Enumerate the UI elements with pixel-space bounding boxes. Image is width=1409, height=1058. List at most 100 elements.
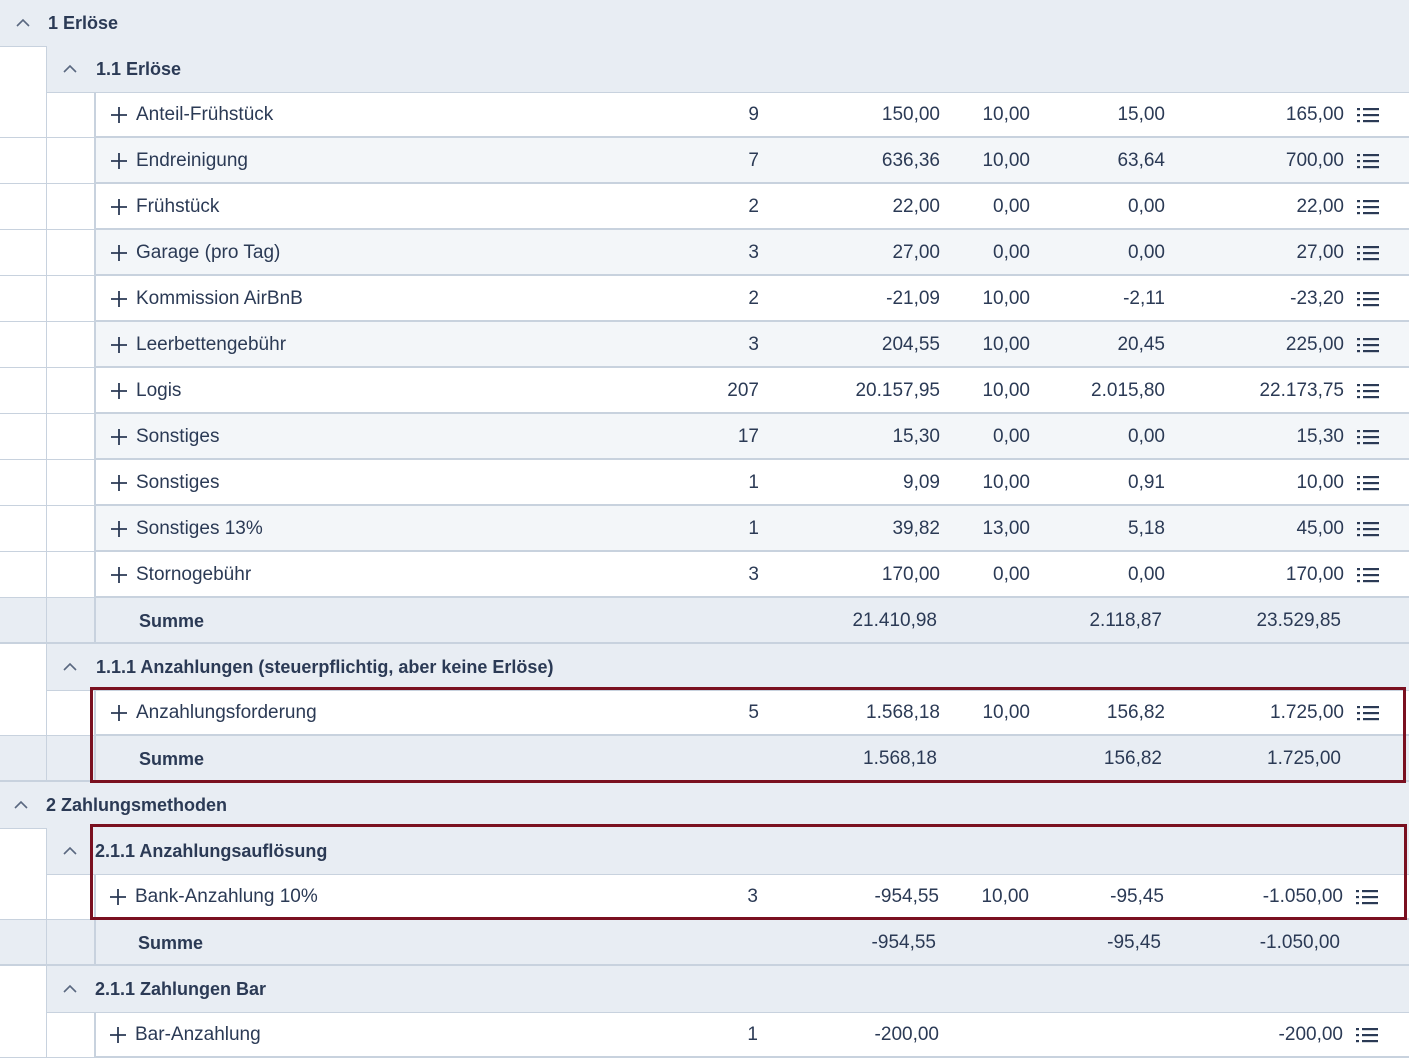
chevron-up-icon[interactable] [62, 981, 78, 997]
row-net: 15,30 [892, 426, 940, 447]
subgroup-header-anzahlungen[interactable]: 1.1.1 Anzahlungen (steuerpflichtig, aber… [0, 644, 1409, 691]
row-qty: 1 [748, 518, 759, 539]
row-qty: 1 [748, 472, 759, 493]
table-row[interactable]: Logis 207 20.157,95 10,00 2.015,80 22.173,75 [0, 368, 1409, 414]
table-row[interactable]: Sonstiges 13% 1 39,82 13,00 5,18 45,00 [0, 506, 1409, 552]
sum-label: Summe [139, 749, 205, 769]
row-rate: 10,00 [982, 380, 1030, 401]
row-gross: 27,00 [1296, 242, 1344, 263]
row-rate: 10,00 [982, 334, 1030, 355]
table-row[interactable]: Endreinigung 7 636,36 10,00 63,64 700,00 [0, 138, 1409, 184]
group-header-zahlungsmethoden[interactable]: 2 Zahlungsmethoden [0, 782, 1409, 829]
row-gross: 22.173,75 [1259, 380, 1344, 401]
list-menu-icon[interactable] [1356, 427, 1380, 447]
row-gross: 22,00 [1296, 196, 1344, 217]
table-row[interactable]: Stornogebühr 3 170,00 0,00 0,00 170,00 [0, 552, 1409, 598]
plus-icon[interactable] [109, 519, 129, 539]
table-row[interactable]: Kommission AirBnB 2 -21,09 10,00 -2,11 -23,20 [0, 276, 1409, 322]
row-net: 204,55 [881, 334, 940, 355]
list-menu-icon[interactable] [1356, 703, 1380, 723]
sum-label: Summe [138, 933, 204, 953]
subgroup-header-anzahlungsaufloesung[interactable]: 2.1.1 Anzahlungsauflösung [0, 828, 1409, 875]
list-menu-icon[interactable] [1356, 473, 1380, 493]
subgroup-header-zahlungen-bar[interactable]: 2.1.1 Zahlungen Bar [0, 966, 1409, 1013]
plus-icon[interactable] [109, 381, 129, 401]
table-row[interactable]: Frühstück 2 22,00 0,00 0,00 22,00 [0, 184, 1409, 230]
sum-row-erloese: Summe 21.410,98 2.118,87 23.529,85 [0, 598, 1409, 644]
chevron-up-icon[interactable] [62, 61, 78, 77]
sum-label: Summe [139, 611, 205, 631]
sum-tax: 156,82 [1103, 748, 1162, 769]
list-menu-icon[interactable] [1356, 519, 1380, 539]
list-menu-icon[interactable] [1356, 381, 1380, 401]
chevron-up-icon[interactable] [62, 843, 78, 859]
table-row[interactable]: Anzahlungsforderung 5 1.568,18 10,00 156… [0, 690, 1409, 736]
row-gross: 15,30 [1296, 426, 1344, 447]
sum-tax: -95,45 [1107, 932, 1161, 953]
list-menu-icon[interactable] [1356, 565, 1380, 585]
row-name: Leerbettengebühr [136, 334, 287, 355]
list-menu-icon[interactable] [1356, 335, 1380, 355]
list-menu-icon[interactable] [1356, 197, 1380, 217]
list-menu-icon[interactable] [1355, 887, 1379, 907]
plus-icon[interactable] [109, 105, 129, 125]
subgroup-title: 2.1.1 Zahlungen Bar [95, 979, 267, 999]
plus-icon[interactable] [109, 335, 129, 355]
list-menu-icon[interactable] [1355, 1025, 1379, 1045]
table-row[interactable]: Sonstiges 1 9,09 10,00 0,91 10,00 [0, 460, 1409, 506]
row-rate: 10,00 [982, 472, 1030, 493]
row-tax: 0,00 [1128, 426, 1165, 447]
list-menu-icon[interactable] [1356, 151, 1380, 171]
plus-icon[interactable] [109, 197, 129, 217]
row-gross: -200,00 [1278, 1024, 1343, 1045]
table-row[interactable]: Sonstiges 17 15,30 0,00 0,00 15,30 [0, 414, 1409, 460]
row-name: Frühstück [136, 196, 220, 217]
table-row[interactable]: Anteil-Frühstück 9 150,00 10,00 15,00 165,00 [0, 92, 1409, 138]
group-title: 2 Zahlungsmethoden [46, 795, 228, 815]
plus-icon[interactable] [109, 151, 129, 171]
sum-net: 1.568,18 [863, 748, 937, 769]
row-net: -21,09 [886, 288, 940, 309]
table-row[interactable]: Garage (pro Tag) 3 27,00 0,00 0,00 27,00 [0, 230, 1409, 276]
row-net: 27,00 [892, 242, 940, 263]
plus-icon[interactable] [109, 243, 129, 263]
row-gross: -23,20 [1290, 288, 1344, 309]
row-gross: 10,00 [1296, 472, 1344, 493]
row-qty: 3 [747, 886, 758, 907]
list-menu-icon[interactable] [1356, 105, 1380, 125]
sum-gross: -1.050,00 [1259, 932, 1340, 953]
sum-net: 21.410,98 [852, 610, 937, 631]
row-qty: 207 [727, 380, 759, 401]
row-name: Bank-Anzahlung 10% [135, 886, 318, 907]
plus-icon[interactable] [109, 427, 129, 447]
row-rate: 0,00 [993, 242, 1030, 263]
list-menu-icon[interactable] [1356, 243, 1380, 263]
table-row[interactable]: Leerbettengebühr 3 204,55 10,00 20,45 225,00 [0, 322, 1409, 368]
plus-icon[interactable] [109, 473, 129, 493]
sum-gross: 23.529,85 [1256, 610, 1341, 631]
table-row[interactable]: Bank-Anzahlung 10% 3 -954,55 10,00 -95,4… [0, 874, 1409, 920]
plus-icon[interactable] [109, 289, 129, 309]
plus-icon[interactable] [109, 703, 129, 723]
row-qty: 7 [748, 150, 759, 171]
plus-icon[interactable] [108, 1025, 128, 1045]
table-row[interactable]: Bar-Anzahlung 1 -200,00 -200,00 [0, 1012, 1409, 1058]
group-header-erloese[interactable]: 1 Erlöse [0, 0, 1409, 47]
plus-icon[interactable] [108, 887, 128, 907]
row-net: 9,09 [903, 472, 940, 493]
list-menu-icon[interactable] [1356, 289, 1380, 309]
row-name: Bar-Anzahlung [135, 1024, 261, 1045]
sum-tax: 2.118,87 [1089, 610, 1162, 631]
chevron-up-icon[interactable] [13, 797, 29, 813]
row-net: 1.568,18 [866, 702, 940, 723]
row-tax: 2.015,80 [1091, 380, 1165, 401]
chevron-up-icon[interactable] [62, 659, 78, 675]
plus-icon[interactable] [109, 565, 129, 585]
subgroup-header-erloese[interactable]: 1.1 Erlöse [0, 46, 1409, 93]
sum-row-anzahlungen: Summe 1.568,18 156,82 1.725,00 [0, 736, 1409, 782]
row-qty: 3 [748, 334, 759, 355]
row-gross: 170,00 [1285, 564, 1344, 585]
chevron-up-icon[interactable] [15, 15, 31, 31]
row-rate: 10,00 [982, 702, 1030, 723]
row-name: Endreinigung [136, 150, 248, 171]
